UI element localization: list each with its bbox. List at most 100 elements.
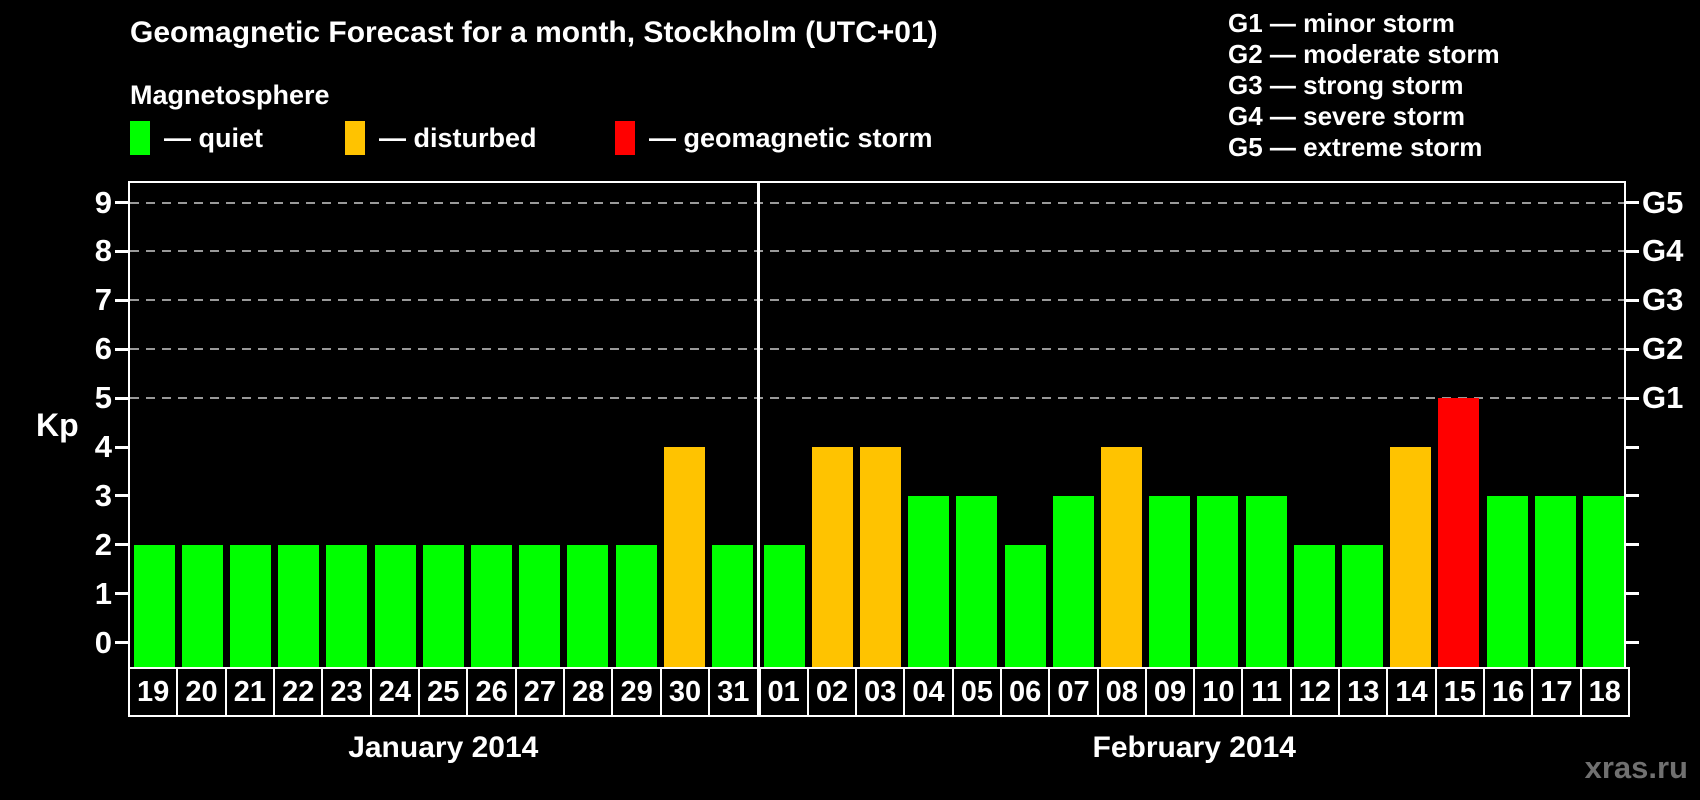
- kp-bar-january-28: [567, 544, 609, 667]
- kp-tick-right-2: [1626, 543, 1639, 547]
- date-cell-04: 04: [905, 669, 954, 715]
- kp-tick-right-9: [1626, 201, 1639, 205]
- kp-bar-january-21: [229, 544, 271, 667]
- kp-bar-february-17: [1534, 495, 1576, 667]
- legend-item-label: — quiet: [164, 122, 263, 153]
- kp-bar-february-18: [1582, 495, 1624, 667]
- kp-tick-left-4: [115, 445, 128, 449]
- kp-tick-left-2: [115, 543, 128, 547]
- date-cell-24: 24: [372, 669, 421, 715]
- date-cell-07: 07: [1050, 669, 1099, 715]
- g-legend-line-4: G4 — severe storm: [1228, 101, 1466, 131]
- gridline-kp-7: [130, 299, 1624, 302]
- g-axis-label-g1: G1: [1642, 380, 1684, 416]
- kp-bar-january-24: [374, 544, 416, 667]
- gridline-kp-8: [130, 250, 1624, 253]
- legend-item-quiet: — quiet: [130, 119, 263, 157]
- kp-tick-label-2: 2: [94, 526, 112, 562]
- kp-bar-february-16: [1486, 495, 1528, 667]
- date-cell-01: 01: [761, 669, 809, 715]
- kp-tick-right-1: [1626, 592, 1639, 596]
- kp-bar-february-02: [811, 447, 853, 667]
- plot-area: [128, 181, 1626, 667]
- date-cell-22: 22: [275, 669, 324, 715]
- date-cell-23: 23: [323, 669, 372, 715]
- kp-bar-january-29: [615, 544, 657, 667]
- kp-tick-right-6: [1626, 347, 1639, 351]
- date-cell-20: 20: [178, 669, 227, 715]
- kp-tick-right-8: [1626, 249, 1639, 253]
- date-cell-05: 05: [954, 669, 1002, 715]
- kp-tick-label-1: 1: [94, 575, 112, 611]
- date-cell-18: 18: [1588, 675, 1621, 708]
- kp-bar-february-10: [1197, 495, 1239, 667]
- date-cell-19: 19: [130, 669, 179, 715]
- kp-tick-label-9: 9: [94, 184, 112, 220]
- date-cell-13: 13: [1340, 669, 1389, 715]
- date-cell-28: 28: [565, 669, 614, 715]
- kp-bar-january-25: [422, 544, 464, 667]
- kp-tick-left-3: [115, 494, 128, 498]
- date-cell-02: 02: [809, 669, 858, 715]
- kp-tick-left-5: [115, 396, 128, 400]
- date-cell-29: 29: [613, 669, 662, 715]
- watermark: xras.ru: [1584, 750, 1688, 785]
- kp-tick-left-6: [115, 347, 128, 351]
- date-cell-12: 12: [1292, 669, 1341, 715]
- kp-bar-february-11: [1245, 495, 1287, 667]
- kp-tick-label-5: 5: [94, 380, 112, 416]
- y-axis-title: Kp: [36, 407, 79, 443]
- date-row-january: 19 20 21 22 23 24 25 26 27 28 29 30 31: [128, 667, 759, 717]
- date-cell-25: 25: [420, 669, 469, 715]
- legend-item-disturbed: — disturbed: [345, 119, 537, 157]
- kp-bar-january-27: [519, 544, 561, 667]
- kp-tick-label-6: 6: [94, 331, 112, 367]
- kp-tick-label-3: 3: [94, 477, 112, 513]
- gridline-kp-6: [130, 348, 1624, 351]
- legend-title: Magnetosphere: [130, 80, 330, 110]
- gridline-kp-5: [130, 397, 1624, 400]
- kp-bar-february-01: [763, 544, 805, 667]
- month-label-february: February 2014: [1092, 731, 1296, 764]
- kp-bar-january-23: [326, 544, 368, 667]
- page-title: Geomagnetic Forecast for a month, Stockh…: [130, 16, 938, 49]
- kp-tick-left-8: [115, 249, 128, 253]
- kp-bar-january-22: [278, 544, 320, 667]
- date-cell-14: 14: [1388, 669, 1437, 715]
- kp-bar-february-07: [1052, 495, 1094, 667]
- storm-color-swatch: [615, 121, 635, 155]
- g-legend-line-5: G5 — extreme storm: [1228, 132, 1483, 162]
- kp-tick-right-7: [1626, 298, 1639, 302]
- kp-bar-january-20: [181, 544, 223, 667]
- kp-bar-february-05: [956, 495, 998, 667]
- kp-tick-label-7: 7: [94, 282, 112, 318]
- kp-tick-left-9: [115, 201, 128, 205]
- date-cell-30: 30: [662, 669, 711, 715]
- g-scale-legend: G1 — minor storm G2 — moderate storm G3 — …: [1228, 8, 1500, 163]
- kp-bar-february-08: [1100, 447, 1142, 667]
- kp-bar-february-04: [908, 495, 950, 667]
- month-separator-line: [756, 183, 760, 667]
- kp-bar-january-26: [470, 544, 512, 667]
- quiet-color-swatch: [130, 121, 150, 155]
- legend-item-storm: — geomagnetic storm: [615, 119, 933, 157]
- date-cell-15: 15: [1437, 669, 1485, 715]
- disturbed-color-swatch: [345, 121, 365, 155]
- kp-bar-january-31: [711, 544, 753, 667]
- kp-tick-right-0: [1626, 641, 1639, 645]
- g-axis-label-g4: G4: [1642, 233, 1684, 269]
- g-legend-line-2: G2 — moderate storm: [1228, 39, 1500, 69]
- kp-bar-february-15: [1438, 398, 1480, 667]
- legend-item-label: — geomagnetic storm: [649, 122, 933, 153]
- kp-tick-right-4: [1626, 445, 1639, 449]
- date-row-february: 01 02 03 04 05 06 07 08 09 10 11 12 13 14 15 16 17 18: [758, 667, 1630, 717]
- kp-tick-left-7: [115, 298, 128, 302]
- date-cell-06: 06: [1002, 669, 1051, 715]
- g-axis-label-g2: G2: [1642, 331, 1684, 367]
- date-cell-26: 26: [468, 669, 517, 715]
- kp-tick-right-3: [1626, 494, 1639, 498]
- kp-tick-label-0: 0: [94, 624, 112, 660]
- kp-tick-right-5: [1626, 396, 1639, 400]
- kp-bar-january-30: [663, 447, 705, 667]
